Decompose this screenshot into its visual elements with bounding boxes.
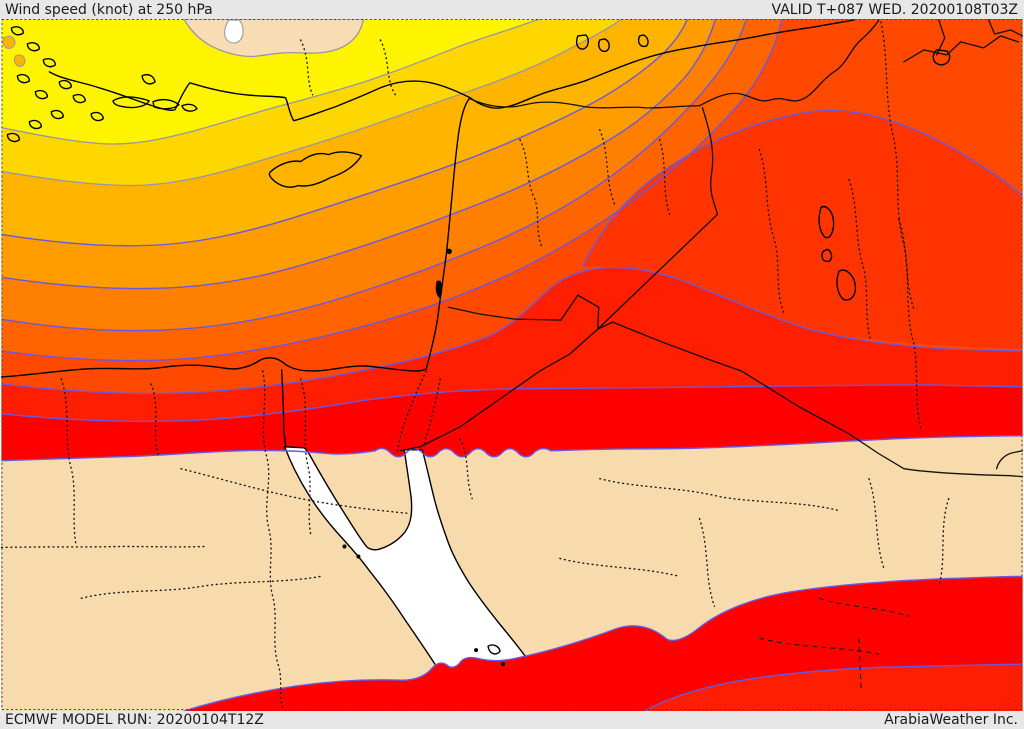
map-frame: [1, 19, 1023, 711]
syria-admin: [519, 138, 543, 249]
syria-jordan-border: [447, 306, 562, 321]
crete-island: [112, 96, 150, 109]
contour-lines: [1, 19, 1023, 711]
dead-sea: [435, 280, 443, 298]
egypt-sudan-border: [0, 545, 207, 549]
island: [34, 89, 49, 100]
iraq-wind-max-blob: [582, 110, 1023, 350]
iraq-saudi-border: [612, 321, 1024, 478]
egypt-israel-border: [396, 370, 427, 452]
valid-time-label: VALID T+087 WED. 20200108T03Z: [771, 1, 1018, 18]
cyprus-island: [268, 151, 363, 188]
lowest-wind-white-blob: [223, 19, 244, 44]
tuz-lake: [637, 34, 649, 48]
lake-van: [932, 49, 951, 66]
suez-canal: [280, 369, 287, 448]
island: [58, 79, 72, 90]
dotted-borders: [0, 21, 950, 709]
red-sea-islet: [356, 554, 361, 559]
island: [42, 58, 57, 68]
coastlines: [0, 19, 855, 448]
red-sea-islet: [342, 544, 347, 549]
island: [6, 132, 21, 143]
country-borders: [399, 19, 1024, 478]
red-sea-islet: [474, 648, 479, 653]
model-run-label: ECMWF MODEL RUN: 20200104T12Z: [5, 712, 264, 728]
lake-razazah: [836, 269, 857, 301]
turkey-iraq-iran-border: [698, 19, 880, 107]
turkey-admin: [379, 39, 397, 96]
island: [181, 103, 198, 112]
island: [10, 26, 25, 36]
levant-egypt-coast: [0, 19, 855, 378]
nile-admin-line: [262, 370, 284, 709]
header-bar: Wind speed (knot) at 250 hPa VALID T+087…: [0, 0, 1024, 19]
page-title: Wind speed (knot) at 250 hPa: [5, 1, 213, 18]
weather-map: [0, 19, 1024, 711]
red-sea-island: [487, 644, 501, 655]
corner-amber-spot: [2, 35, 16, 49]
island: [50, 109, 64, 120]
island: [28, 119, 43, 130]
island: [72, 93, 86, 104]
turkish-lake: [598, 38, 610, 52]
turkey-west-coast: [48, 71, 471, 122]
island: [152, 98, 180, 110]
footer-bar: ECMWF MODEL RUN: 20200104T12Z ArabiaWeat…: [0, 711, 1024, 729]
sea-of-galilee: [446, 248, 452, 255]
islands-and-lakes: [6, 26, 951, 667]
turkey-syria-border: [469, 98, 701, 109]
wind-speed-bands: [1, 19, 1023, 711]
caucasus-borders: [987, 19, 1024, 37]
island: [16, 73, 31, 84]
island: [90, 111, 104, 122]
saudi-admin: [599, 477, 840, 512]
corner-amber-spot: [13, 54, 26, 67]
brand-label: ArabiaWeather Inc.: [884, 712, 1018, 728]
kuwait-border: [995, 450, 1024, 470]
syria-iraq-border: [597, 107, 719, 330]
lake-habbaniyah: [821, 248, 833, 263]
jordan-saudi-border: [399, 328, 599, 452]
jordan-panhandle-border: [560, 294, 600, 330]
turkish-lake: [575, 34, 589, 50]
jordan-iraq-border: [597, 321, 614, 330]
caucasus-borders: [903, 35, 1020, 63]
caucasus-borders: [936, 19, 946, 56]
iran-iraq-border: [880, 21, 922, 430]
island: [26, 42, 41, 52]
lake-tharthar: [818, 205, 835, 239]
red-sea-islet: [501, 662, 506, 667]
rhodes-island: [141, 73, 156, 85]
